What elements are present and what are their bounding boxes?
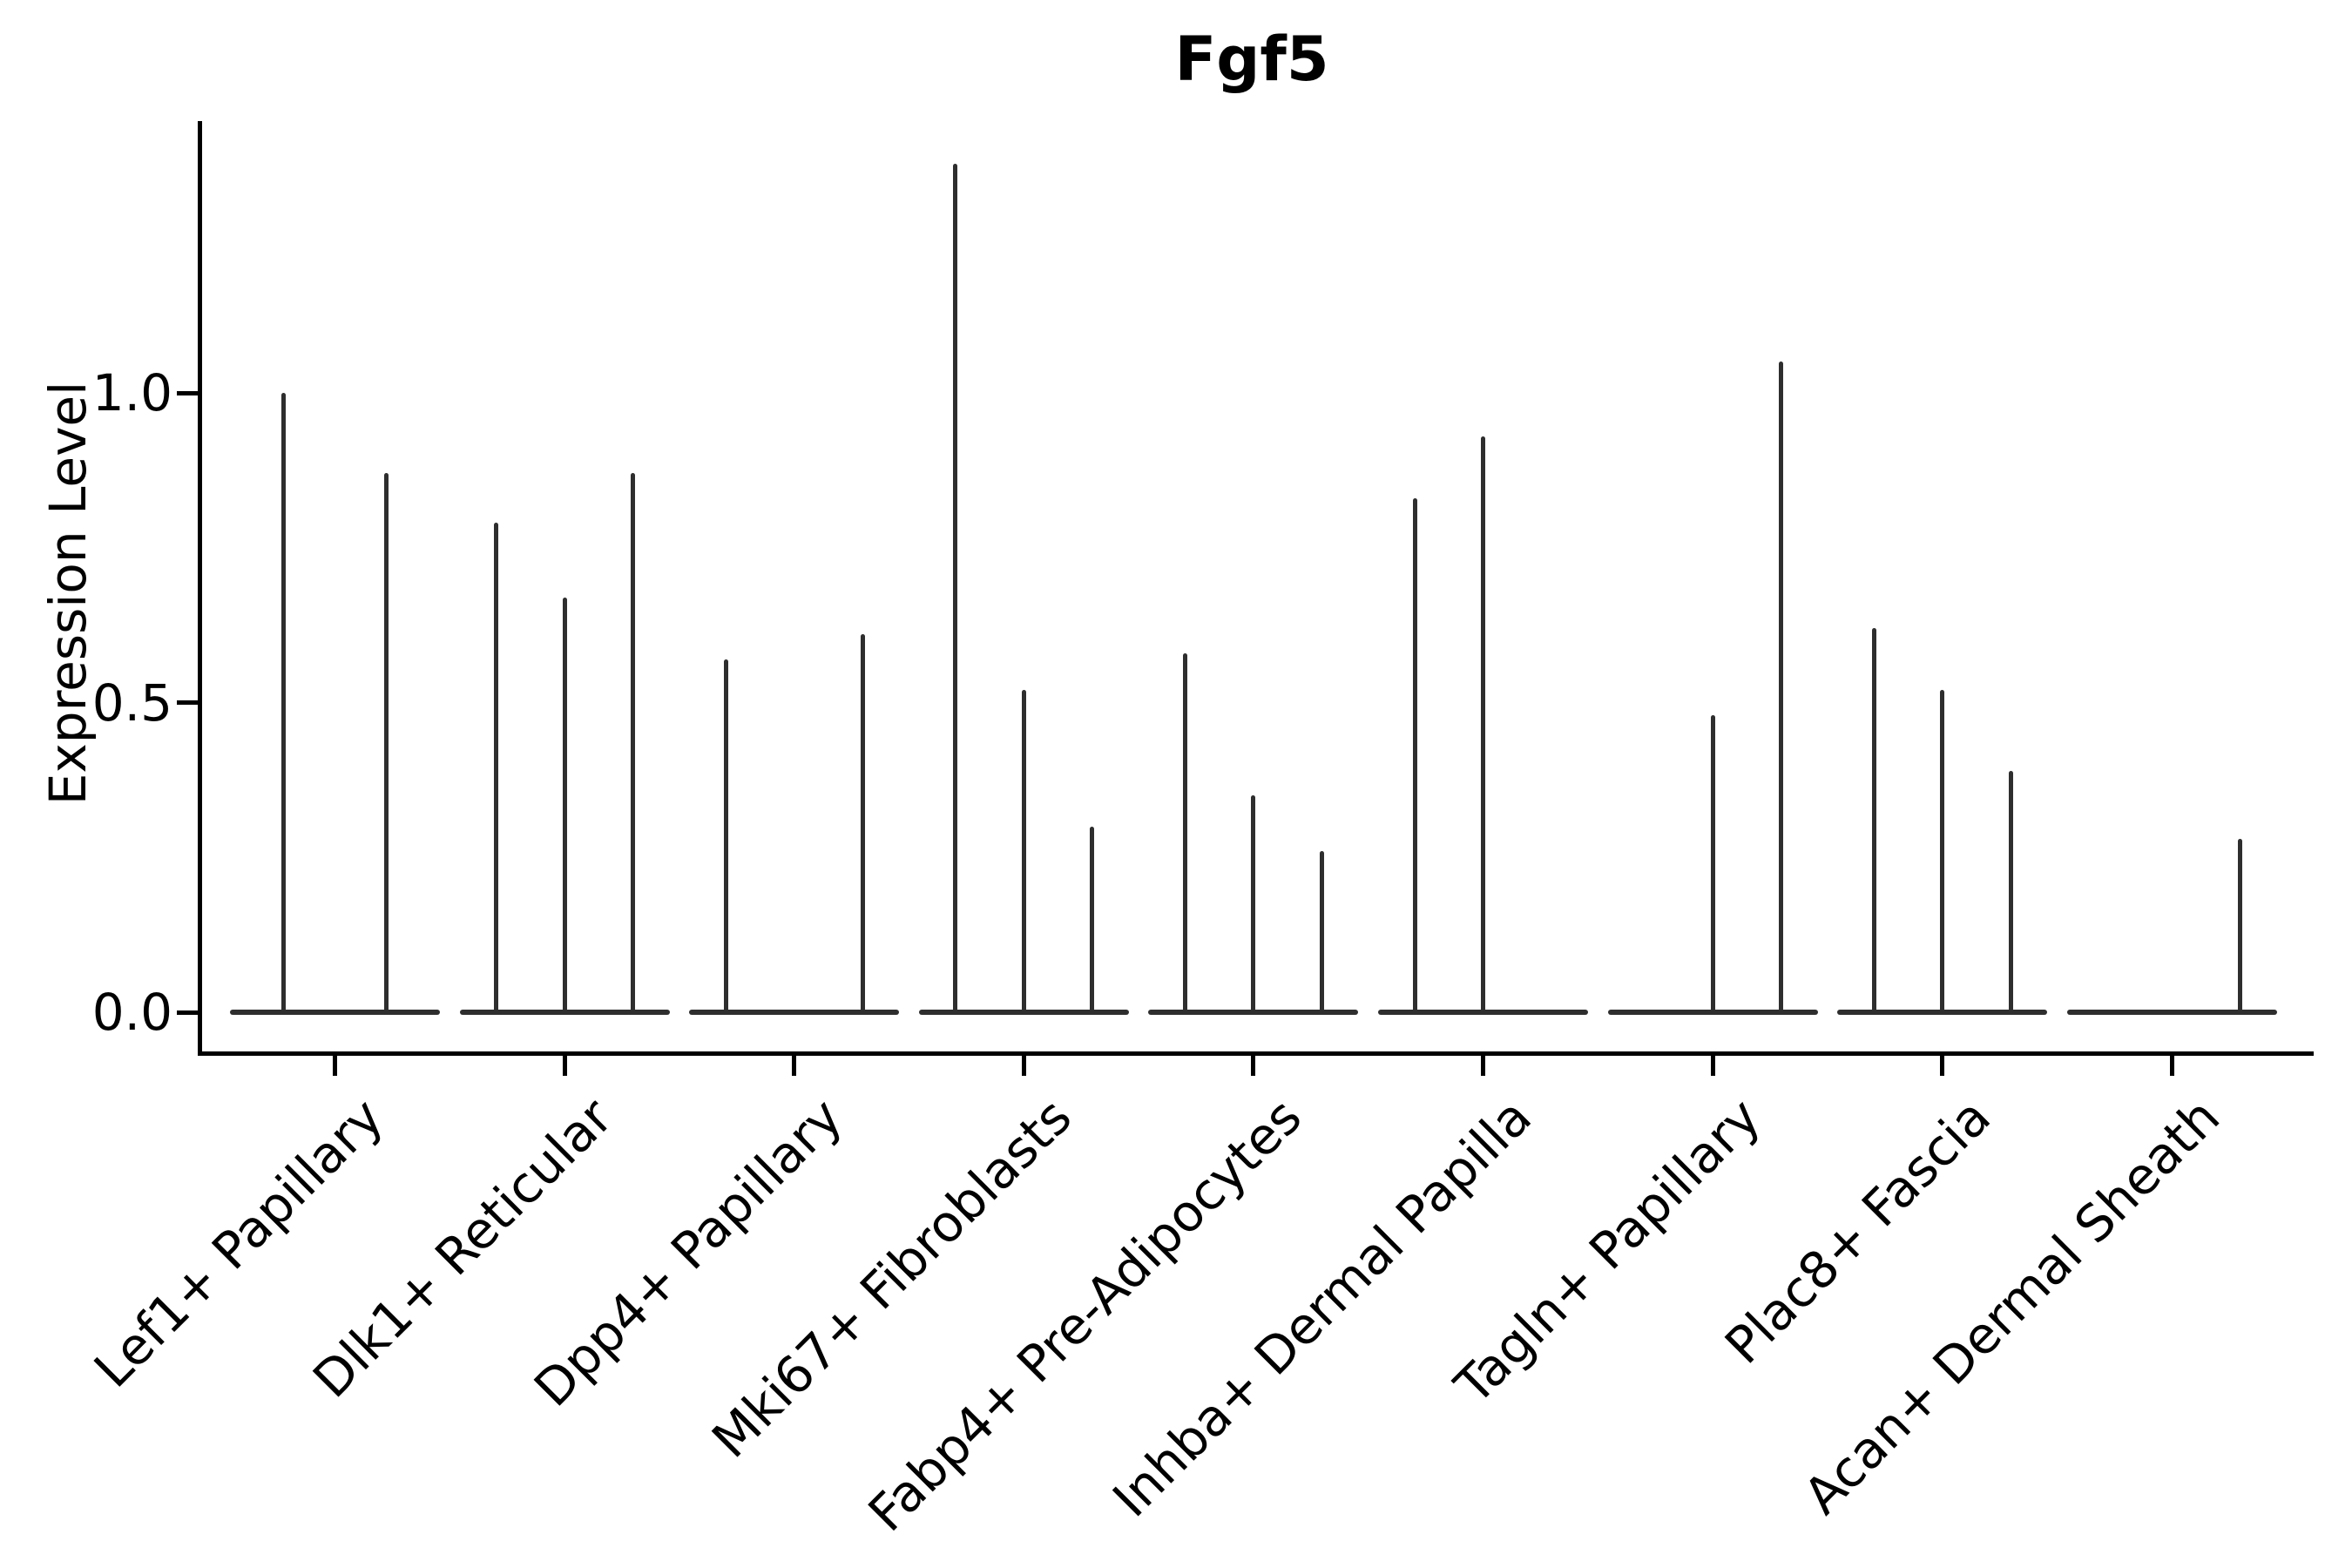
violin-spike <box>1251 795 1256 1014</box>
violin-spike <box>630 473 635 1014</box>
violin-spike <box>494 523 499 1014</box>
violin-spike <box>1778 362 1783 1014</box>
x-tick <box>562 1055 567 1076</box>
plot-title: Fgf5 <box>1174 24 1329 95</box>
violin-spike <box>1090 826 1095 1014</box>
violin-spike <box>562 597 567 1014</box>
violin-spike <box>1021 690 1026 1014</box>
violin-spike <box>860 634 865 1014</box>
y-tick <box>176 390 198 395</box>
violin-spike <box>383 473 389 1014</box>
violin-spike <box>1871 628 1876 1014</box>
x-tick <box>1710 1055 1715 1076</box>
x-axis-line <box>197 1051 2314 1056</box>
violin-spike <box>953 163 958 1014</box>
violin-spike <box>1319 851 1324 1014</box>
x-tick <box>1940 1055 1945 1076</box>
y-axis-line <box>197 121 202 1056</box>
x-tick <box>2169 1055 2174 1076</box>
violin-spike <box>1940 690 1945 1014</box>
x-tick <box>1481 1055 1485 1076</box>
violin-spike <box>1710 714 1715 1014</box>
y-axis-title: Expression Level <box>38 381 98 806</box>
violin-base <box>689 1010 900 1015</box>
violin-spike <box>1412 497 1417 1014</box>
y-tick <box>176 1010 198 1015</box>
violin-spike <box>723 659 728 1014</box>
violin-spike <box>1481 436 1485 1014</box>
y-tick-label: 0.5 <box>91 672 172 733</box>
violin-base <box>2066 1010 2277 1015</box>
violin-spike <box>1183 652 1188 1014</box>
y-tick-label: 0.0 <box>91 983 172 1042</box>
violin-spike <box>2008 770 2013 1014</box>
x-tick <box>792 1055 797 1076</box>
y-tick-label: 1.0 <box>91 363 172 422</box>
x-tick <box>1251 1055 1256 1076</box>
violin-base <box>230 1010 440 1015</box>
y-tick <box>176 700 198 705</box>
violin-spike <box>281 393 287 1014</box>
violin-spike <box>2238 838 2243 1014</box>
x-tick <box>333 1055 337 1076</box>
x-tick <box>1021 1055 1026 1076</box>
